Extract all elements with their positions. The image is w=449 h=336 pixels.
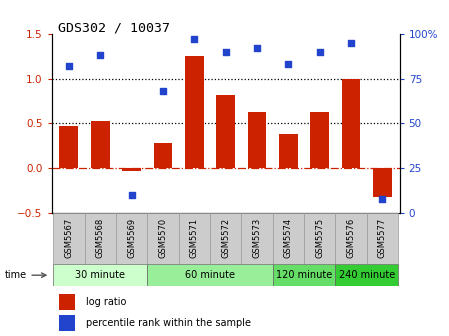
FancyBboxPatch shape	[304, 213, 335, 264]
Bar	[58, 294, 75, 310]
Text: log ratio: log ratio	[86, 297, 127, 307]
Point	[65, 63, 72, 69]
FancyBboxPatch shape	[147, 213, 179, 264]
Text: GSM5576: GSM5576	[347, 217, 356, 258]
Point	[285, 61, 292, 67]
FancyBboxPatch shape	[53, 213, 84, 264]
Bar	[59, 126, 78, 168]
Point	[253, 45, 260, 51]
FancyBboxPatch shape	[273, 264, 335, 286]
Text: GSM5567: GSM5567	[64, 217, 73, 258]
Text: time: time	[4, 270, 26, 280]
Point	[191, 36, 198, 42]
Text: percentile rank within the sample: percentile rank within the sample	[86, 318, 251, 328]
FancyBboxPatch shape	[116, 213, 147, 264]
Text: GSM5577: GSM5577	[378, 217, 387, 258]
Text: GSM5572: GSM5572	[221, 217, 230, 257]
FancyBboxPatch shape	[84, 213, 116, 264]
Bar	[216, 95, 235, 168]
Point	[128, 193, 135, 198]
FancyBboxPatch shape	[273, 213, 304, 264]
Bar	[247, 112, 266, 168]
FancyBboxPatch shape	[367, 213, 398, 264]
FancyBboxPatch shape	[53, 264, 147, 286]
Text: 120 minute: 120 minute	[276, 270, 332, 280]
Bar	[310, 112, 329, 168]
Text: GSM5571: GSM5571	[190, 217, 199, 257]
Bar	[279, 134, 298, 168]
FancyBboxPatch shape	[210, 213, 241, 264]
Text: GSM5575: GSM5575	[315, 217, 324, 257]
FancyBboxPatch shape	[147, 264, 273, 286]
Point	[348, 40, 355, 45]
Bar	[122, 168, 141, 171]
Bar	[342, 79, 361, 168]
Bar	[58, 315, 75, 331]
Text: GDS302 / 10037: GDS302 / 10037	[58, 22, 170, 35]
Text: GSM5574: GSM5574	[284, 217, 293, 257]
Bar	[91, 121, 110, 168]
Bar	[185, 56, 204, 168]
Text: GSM5569: GSM5569	[127, 217, 136, 257]
Text: GSM5570: GSM5570	[158, 217, 167, 257]
Point	[159, 88, 167, 94]
Point	[97, 52, 104, 58]
FancyBboxPatch shape	[241, 213, 273, 264]
Point	[379, 196, 386, 202]
Point	[316, 49, 323, 54]
Text: 60 minute: 60 minute	[185, 270, 235, 280]
Point	[222, 49, 229, 54]
FancyBboxPatch shape	[335, 213, 367, 264]
Bar	[154, 143, 172, 168]
Text: 30 minute: 30 minute	[75, 270, 125, 280]
Text: 240 minute: 240 minute	[339, 270, 395, 280]
Bar	[373, 168, 392, 197]
FancyBboxPatch shape	[335, 264, 398, 286]
Text: GSM5573: GSM5573	[252, 217, 261, 258]
FancyBboxPatch shape	[179, 213, 210, 264]
Text: GSM5568: GSM5568	[96, 217, 105, 258]
